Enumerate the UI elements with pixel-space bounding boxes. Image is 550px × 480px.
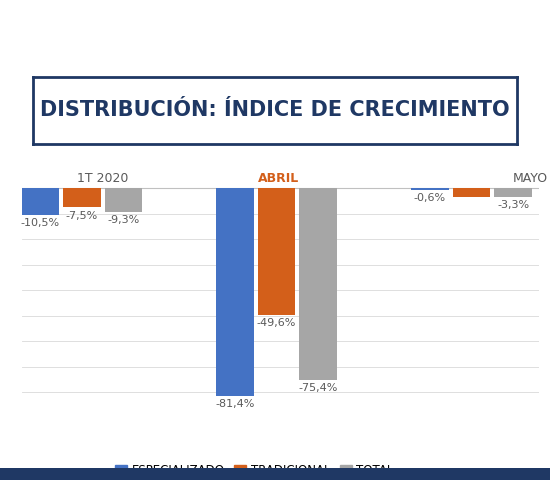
Bar xyxy=(494,188,532,197)
Text: -75,4%: -75,4% xyxy=(299,384,338,394)
Bar xyxy=(21,188,59,215)
Text: -7,5%: -7,5% xyxy=(65,211,98,220)
Text: -9,3%: -9,3% xyxy=(107,215,140,225)
Bar xyxy=(216,188,254,396)
Bar xyxy=(257,188,295,315)
Text: -3,3%: -3,3% xyxy=(497,200,529,210)
Text: DISTRIBUCIÓN: ÍNDICE DE CRECIMIENTO: DISTRIBUCIÓN: ÍNDICE DE CRECIMIENTO xyxy=(40,100,510,120)
Legend: ESPECIALIZADO, TRADICIONAL, TOTAL: ESPECIALIZADO, TRADICIONAL, TOTAL xyxy=(111,459,399,480)
Text: 1T 2020: 1T 2020 xyxy=(77,171,128,184)
Bar xyxy=(299,188,337,381)
Bar xyxy=(104,188,142,212)
Bar xyxy=(63,188,101,207)
Bar xyxy=(453,188,490,197)
Text: -0,6%: -0,6% xyxy=(414,193,446,203)
Text: MAYO: MAYO xyxy=(513,171,548,184)
Text: -10,5%: -10,5% xyxy=(20,218,59,228)
Text: -81,4%: -81,4% xyxy=(215,399,255,409)
Text: -49,6%: -49,6% xyxy=(257,318,296,328)
Text: ABRIL: ABRIL xyxy=(258,171,299,184)
Bar xyxy=(411,188,449,190)
